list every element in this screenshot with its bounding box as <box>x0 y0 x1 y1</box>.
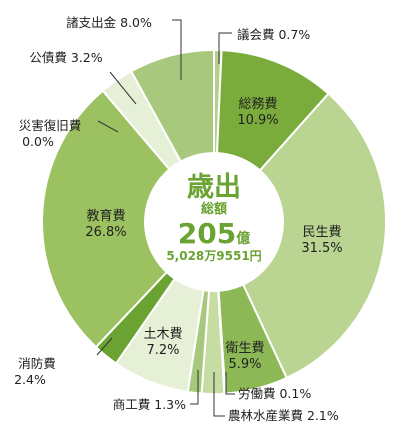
leader-line-e8abb8e694afe587bae98791 <box>172 19 182 80</box>
slice-label-value-e8a19be7949fe8b2bb: 5.9% <box>228 357 261 372</box>
slice-e6b091e7949fe8b2bb <box>212 92 387 380</box>
slice-label-value-e7b78fe58b99e8b2bb: 10.9% <box>237 113 278 128</box>
center-total-unit: 億 <box>236 230 250 247</box>
center-total-line: 205億 <box>178 217 250 250</box>
leader-line-e6b688e998b2e8b2bb <box>96 337 113 356</box>
slice-label-value-e69599e882b2e8b2bb: 26.8% <box>85 225 126 240</box>
slice-label-e8adb0e4bc9ae8b2bb: 議会費 0.7% <box>237 27 310 42</box>
leader-line-e781bde5aeb3e5bea9e697a7e8b2bb <box>97 120 119 133</box>
slice-label-e8abb8e694afe587bae98791: 諸支出金 8.0% <box>66 15 152 30</box>
slice-label-value-e6b091e7949fe8b2bb: 31.5% <box>301 241 342 256</box>
slice-label-value-e781bde5aeb3e5bea9e697a7e8b2bb: 0.0% <box>22 134 54 149</box>
slice-label-name-e59c9fe69ca8e8b2bb: 土木費 <box>143 327 182 342</box>
leader-line-e585ace582b5e8b2bb <box>109 71 137 105</box>
slice-label-value-e6b688e998b2e8b2bb: 2.4% <box>14 372 46 387</box>
center-total: 205 <box>178 217 236 250</box>
slice-label-name-e8a19be7949fe8b2bb: 衛生費 <box>225 341 264 356</box>
slice-label-name-e69599e882b2e8b2bb: 教育費 <box>86 208 125 224</box>
slice-label-value-e59c9fe69ca8e8b2bb: 7.2% <box>146 343 179 358</box>
slice-label-name-e6b688e998b2e8b2bb: 消防費 <box>18 356 56 371</box>
center-subtitle: 総額 <box>201 201 227 217</box>
slice-label-e59586e5b7a5e8b2bb: 商工費 1.3% <box>113 397 186 412</box>
leader-line-e8beb2e69e97e6b0b4e794a3e6a5ade8b2bb <box>213 372 225 417</box>
slice-label-name-e781bde5aeb3e5bea9e697a7e8b2bb: 災害復旧費 <box>19 118 82 133</box>
donut-hole <box>144 152 284 292</box>
leader-line-e8adb0e4bc9ae8b2bb <box>218 32 232 64</box>
slice-label-e8beb2e69e97e6b0b4e794a3e6a5ade8b2bb: 農林水産業費 2.1% <box>228 408 339 423</box>
slice-label-e58ab4e5838de8b2bb: 労働費 0.1% <box>238 386 311 401</box>
leader-line-e59586e5b7a5e8b2bb <box>190 370 199 405</box>
center-title: 歳出 <box>187 172 241 203</box>
center-total-exact: 5,028万9551円 <box>166 249 261 263</box>
slice-e69599e882b2e8b2bb <box>41 89 216 349</box>
slice-label-e585ace582b5e8b2bb: 公債費 3.2% <box>29 50 102 65</box>
leader-lines <box>96 19 235 417</box>
slice-label-name-e6b091e7949fe8b2bb: 民生費 <box>302 225 341 240</box>
leader-line-e58ab4e5838de8b2bb <box>225 372 235 395</box>
slice-label-name-e7b78fe58b99e8b2bb: 総務費 <box>238 97 277 112</box>
